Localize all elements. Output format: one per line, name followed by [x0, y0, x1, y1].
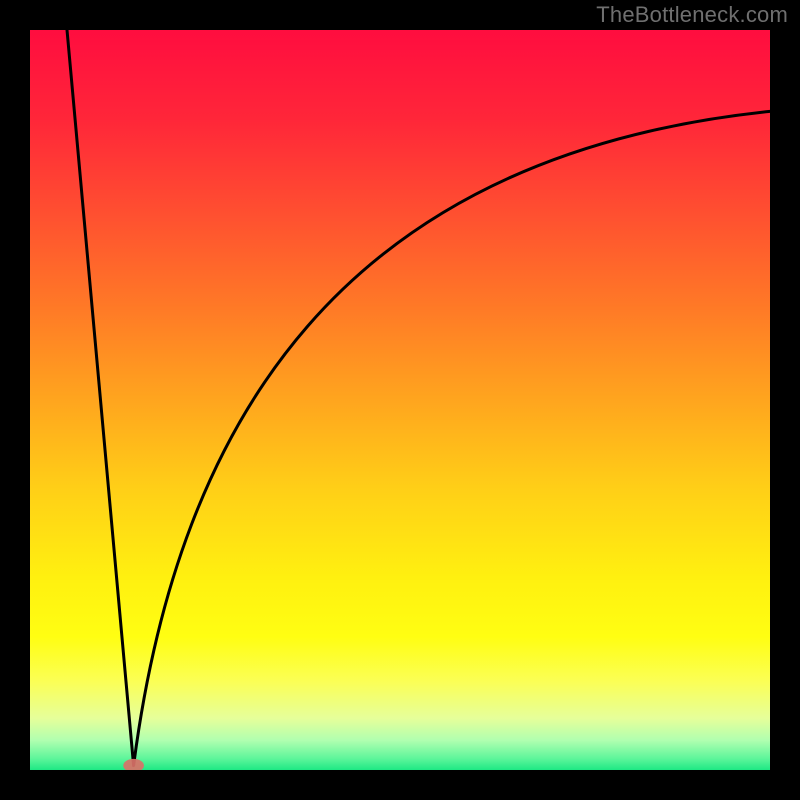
plot-background: [30, 30, 770, 770]
chart-stage: TheBottleneck.com: [0, 0, 800, 800]
plot-area: [30, 30, 770, 770]
plot-svg: [30, 30, 770, 770]
watermark-text: TheBottleneck.com: [596, 2, 788, 28]
